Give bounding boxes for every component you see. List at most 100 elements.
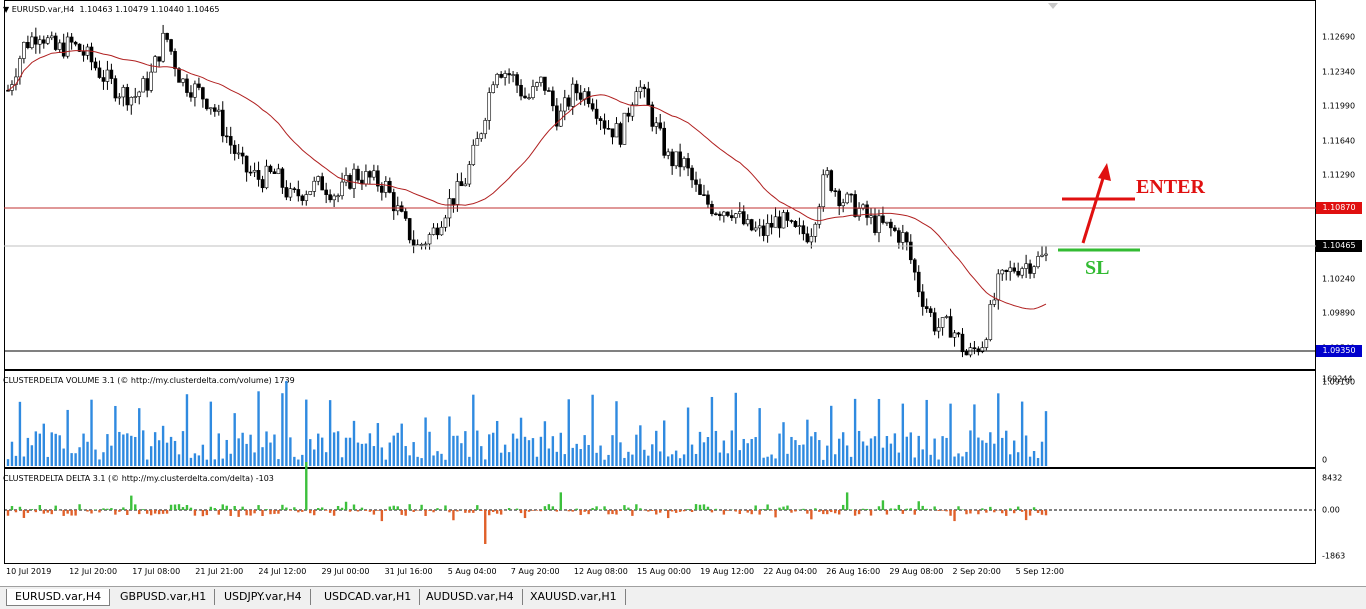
delta-bar — [691, 510, 693, 512]
candle-body — [233, 145, 236, 153]
tab-gbpusd-h1[interactable]: GBPUSD.var,H1 — [112, 589, 215, 605]
delta-bar — [1009, 508, 1011, 510]
candle-body — [921, 292, 924, 307]
delta-bar — [182, 507, 184, 510]
candle-body — [154, 57, 157, 72]
delta-bar — [86, 510, 88, 512]
candle-body — [893, 228, 896, 231]
candle-body — [726, 212, 729, 216]
candle-body — [842, 203, 845, 206]
volume-bar — [635, 435, 637, 466]
volume-bar — [687, 408, 689, 466]
tab-usdcad-h1[interactable]: USDCAD.var,H1 — [316, 589, 420, 605]
volume-bar — [182, 431, 184, 466]
candle-body — [1009, 268, 1012, 272]
volume-bar — [86, 442, 88, 466]
delta-bar — [500, 510, 502, 515]
volume-bar — [480, 446, 482, 466]
candle-body — [452, 199, 455, 205]
tab-usdjpy-h4[interactable]: USDJPY.var,H4 — [216, 589, 311, 605]
volume-bar — [397, 433, 399, 466]
volume-bar — [691, 445, 693, 466]
candle-body — [1025, 264, 1028, 269]
delta-bar — [583, 510, 585, 512]
candle-body — [905, 233, 908, 242]
volume-bar — [82, 434, 84, 466]
delta-bar — [520, 510, 522, 513]
candle-body — [659, 123, 662, 128]
volume-bar — [23, 457, 25, 466]
candle-body — [742, 212, 745, 224]
delta-bar — [273, 510, 275, 514]
delta-bar — [253, 510, 255, 513]
tab-xauusd-h1[interactable]: XAUUSD.var,H1 — [522, 589, 626, 605]
candle-body — [197, 84, 200, 88]
delta-bar — [134, 504, 136, 510]
volume-bar — [858, 431, 860, 466]
candle-body — [34, 37, 37, 44]
delta-bar — [39, 505, 41, 510]
tab-eurusd-h4[interactable]: EURUSD.var,H4 — [6, 589, 110, 606]
candle-body — [774, 217, 777, 227]
volume-bar — [170, 437, 172, 466]
volume-bar — [969, 430, 971, 466]
volume-bar — [910, 432, 912, 466]
volume-bar — [731, 430, 733, 466]
delta-bar — [138, 510, 140, 514]
candle-body — [818, 207, 821, 224]
delta-bar — [369, 510, 371, 512]
delta-bar — [23, 510, 25, 518]
candle-body — [66, 37, 69, 56]
delta-bar — [51, 510, 53, 514]
volume-bar — [603, 460, 605, 466]
candle-body — [794, 221, 797, 226]
candle-body — [651, 105, 654, 127]
delta-bar — [778, 508, 780, 510]
delta-bar — [536, 510, 538, 511]
candle-body — [535, 83, 538, 87]
candle-body — [714, 214, 717, 215]
candle-body — [683, 158, 686, 166]
candle-body — [985, 340, 988, 348]
delta-bar — [245, 510, 247, 515]
delta-bar — [496, 510, 498, 514]
sl-label: SL — [1085, 257, 1109, 279]
delta-bar — [925, 509, 927, 510]
candle-body — [877, 216, 880, 233]
volume-bar — [43, 424, 45, 466]
candle-body — [257, 170, 260, 179]
delta-bar — [237, 510, 239, 517]
candle-body — [42, 40, 45, 44]
volume-bar — [377, 423, 379, 466]
candle-body — [281, 169, 284, 188]
tab-audusd-h4[interactable]: AUDUSD.var,H4 — [418, 589, 523, 605]
volume-bar — [476, 431, 478, 466]
delta-bar — [599, 509, 601, 510]
candle-body — [420, 244, 423, 245]
candle-body — [293, 189, 296, 190]
volume-bar — [782, 422, 784, 466]
volume-bar — [78, 447, 80, 466]
volume-bar — [607, 455, 609, 466]
delta-bar — [735, 510, 737, 512]
volume-bar — [949, 404, 951, 466]
volume-bar — [818, 440, 820, 466]
volume-bar — [639, 425, 641, 466]
volume-bar — [154, 432, 156, 466]
candle-body — [110, 70, 113, 79]
candle-body — [647, 89, 650, 105]
delta-bar — [432, 510, 434, 512]
candle-body — [1041, 255, 1044, 256]
volume-bar — [866, 446, 868, 466]
delta-bar — [35, 510, 37, 512]
candle-body — [341, 182, 344, 196]
volume-bar — [520, 418, 522, 466]
delta-bar — [687, 509, 689, 510]
volume-bar — [317, 434, 319, 466]
candle-body — [209, 108, 212, 109]
candle-body — [790, 221, 793, 222]
volume-bar — [55, 434, 57, 466]
candle-body — [925, 307, 928, 309]
enter-label: ENTER — [1136, 176, 1205, 198]
delta-bar — [953, 510, 955, 521]
